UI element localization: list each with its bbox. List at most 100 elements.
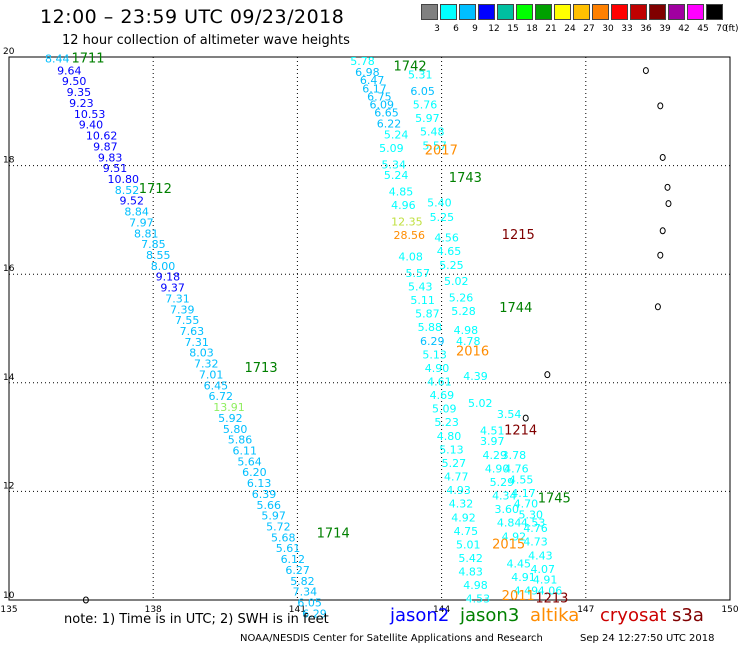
swh-label: 6.47 — [360, 74, 385, 87]
island-8 — [654, 303, 661, 311]
x-tick-label: 135 — [0, 605, 17, 615]
swh-label: 7.39 — [170, 303, 195, 316]
swh-label: 5.76 — [413, 99, 438, 112]
swh-label: 8.84 — [124, 206, 149, 219]
swh-label: 9.64 — [57, 64, 82, 77]
swh-label: 5.97 — [415, 112, 440, 125]
track-label: 2016 — [456, 345, 489, 360]
swh-label: 4.83 — [458, 566, 483, 579]
island-10 — [522, 414, 529, 422]
colorbar-label: 30 — [602, 24, 614, 34]
swh-label: 4.34 — [492, 490, 517, 503]
swh-label: 4.69 — [430, 389, 455, 402]
swh-label: 28.56 — [394, 229, 426, 242]
swh-label: 4.76 — [504, 462, 529, 475]
swh-label: 9.18 — [156, 271, 181, 284]
swh-label: 8.81 — [134, 227, 159, 240]
island-1 — [642, 67, 649, 75]
swh-label: 4.76 — [523, 522, 548, 535]
swh-label: 5.92 — [218, 412, 243, 425]
colorbar-label: 33 — [621, 24, 633, 34]
swh-label: 4.77 — [444, 471, 469, 484]
y-tick-label: 12 — [3, 481, 14, 491]
swh-label: 5.02 — [444, 275, 469, 288]
swh-label: 10.80 — [108, 173, 140, 186]
y-tick-label: 14 — [3, 373, 15, 383]
colorbar-swatch — [630, 4, 647, 20]
swh-label: 6.17 — [362, 82, 387, 95]
colorbar-swatch — [421, 4, 438, 20]
swh-label: 6.27 — [285, 564, 310, 577]
swh-label: 4.39 — [463, 370, 488, 383]
swh-label: 7.34 — [293, 586, 318, 599]
colorbar-label: 45 — [697, 24, 709, 34]
swh-label: 4.90 — [425, 362, 450, 375]
swh-label: 4.29 — [482, 449, 507, 462]
track-label: 1745 — [538, 491, 571, 506]
legend-jason3: jason3 — [460, 605, 520, 626]
swh-label: 6.09 — [370, 99, 395, 112]
swh-label: 5.30 — [519, 509, 544, 522]
colorbar-swatch — [668, 4, 685, 20]
swh-label: 5.86 — [228, 434, 253, 447]
track-label: 1714 — [317, 527, 350, 542]
map-frame — [8, 56, 731, 601]
colorbar-label: 6 — [453, 24, 459, 34]
swh-label: 4.06 — [538, 585, 563, 598]
swh-label: 3.54 — [497, 408, 522, 421]
swh-label: 4.80 — [437, 430, 462, 443]
swh-label: 5.02 — [468, 397, 493, 410]
track-label: 1712 — [139, 182, 172, 197]
swh-label: 4.65 — [437, 245, 462, 258]
colorbar-unit: (ft) — [725, 24, 739, 34]
colorbar-swatch — [554, 4, 571, 20]
swh-label: 5.27 — [442, 457, 467, 470]
island-11 — [82, 596, 89, 604]
swh-label: 5.13 — [439, 443, 464, 456]
swh-label: 4.98 — [454, 324, 479, 337]
colorbar-label: 39 — [659, 24, 671, 34]
track-label: 1711 — [71, 51, 104, 66]
swh-label: 4.92 — [451, 511, 476, 524]
swh-label: 5.09 — [379, 142, 404, 155]
swh-label: 6.11 — [233, 444, 258, 457]
island-5 — [665, 200, 672, 208]
swh-label: 4.90 — [485, 462, 510, 475]
swh-label: 5.66 — [257, 499, 282, 512]
colorbar-swatch — [440, 4, 457, 20]
swh-label: 7.31 — [165, 292, 190, 305]
swh-label: 9.50 — [62, 75, 87, 88]
swh-label: 4.51 — [480, 424, 505, 437]
swh-label: 4.43 — [528, 549, 553, 562]
swh-label: 6.29 — [302, 607, 327, 620]
colorbar-label: 15 — [507, 24, 519, 34]
track-label: 2011 — [502, 589, 535, 604]
track-label: 1713 — [245, 361, 278, 376]
swh-label: 7.97 — [129, 216, 154, 229]
swh-label: 6.22 — [377, 118, 402, 131]
colorbar-label: 24 — [564, 24, 576, 34]
swh-label: 4.93 — [446, 484, 471, 497]
island-9 — [544, 371, 551, 379]
colorbar-label: 42 — [678, 24, 690, 34]
swh-label: 5.40 — [427, 196, 452, 209]
swh-label: 5.31 — [408, 69, 433, 82]
swh-label: 5.42 — [458, 552, 483, 565]
swh-label: 7.32 — [194, 358, 219, 371]
swh-label: 4.70 — [514, 498, 539, 511]
swh-label: 4.91 — [533, 574, 558, 587]
swh-label: 9.87 — [93, 140, 118, 153]
swh-label: 5.57 — [422, 139, 447, 152]
swh-label: 3.60 — [494, 503, 519, 516]
colorbar-swatch — [478, 4, 495, 20]
swh-label: 4.08 — [398, 251, 423, 264]
y-tick-label: 18 — [3, 156, 15, 166]
colorbar-swatch — [459, 4, 476, 20]
track-label: 2017 — [425, 144, 458, 159]
swh-label: 5.24 — [384, 128, 409, 141]
credit-text: NOAA/NESDIS Center for Satellite Applica… — [240, 633, 543, 644]
swh-label: 6.20 — [242, 466, 267, 479]
colorbar-label: 9 — [472, 24, 478, 34]
swh-label: 6.05 — [297, 597, 322, 610]
